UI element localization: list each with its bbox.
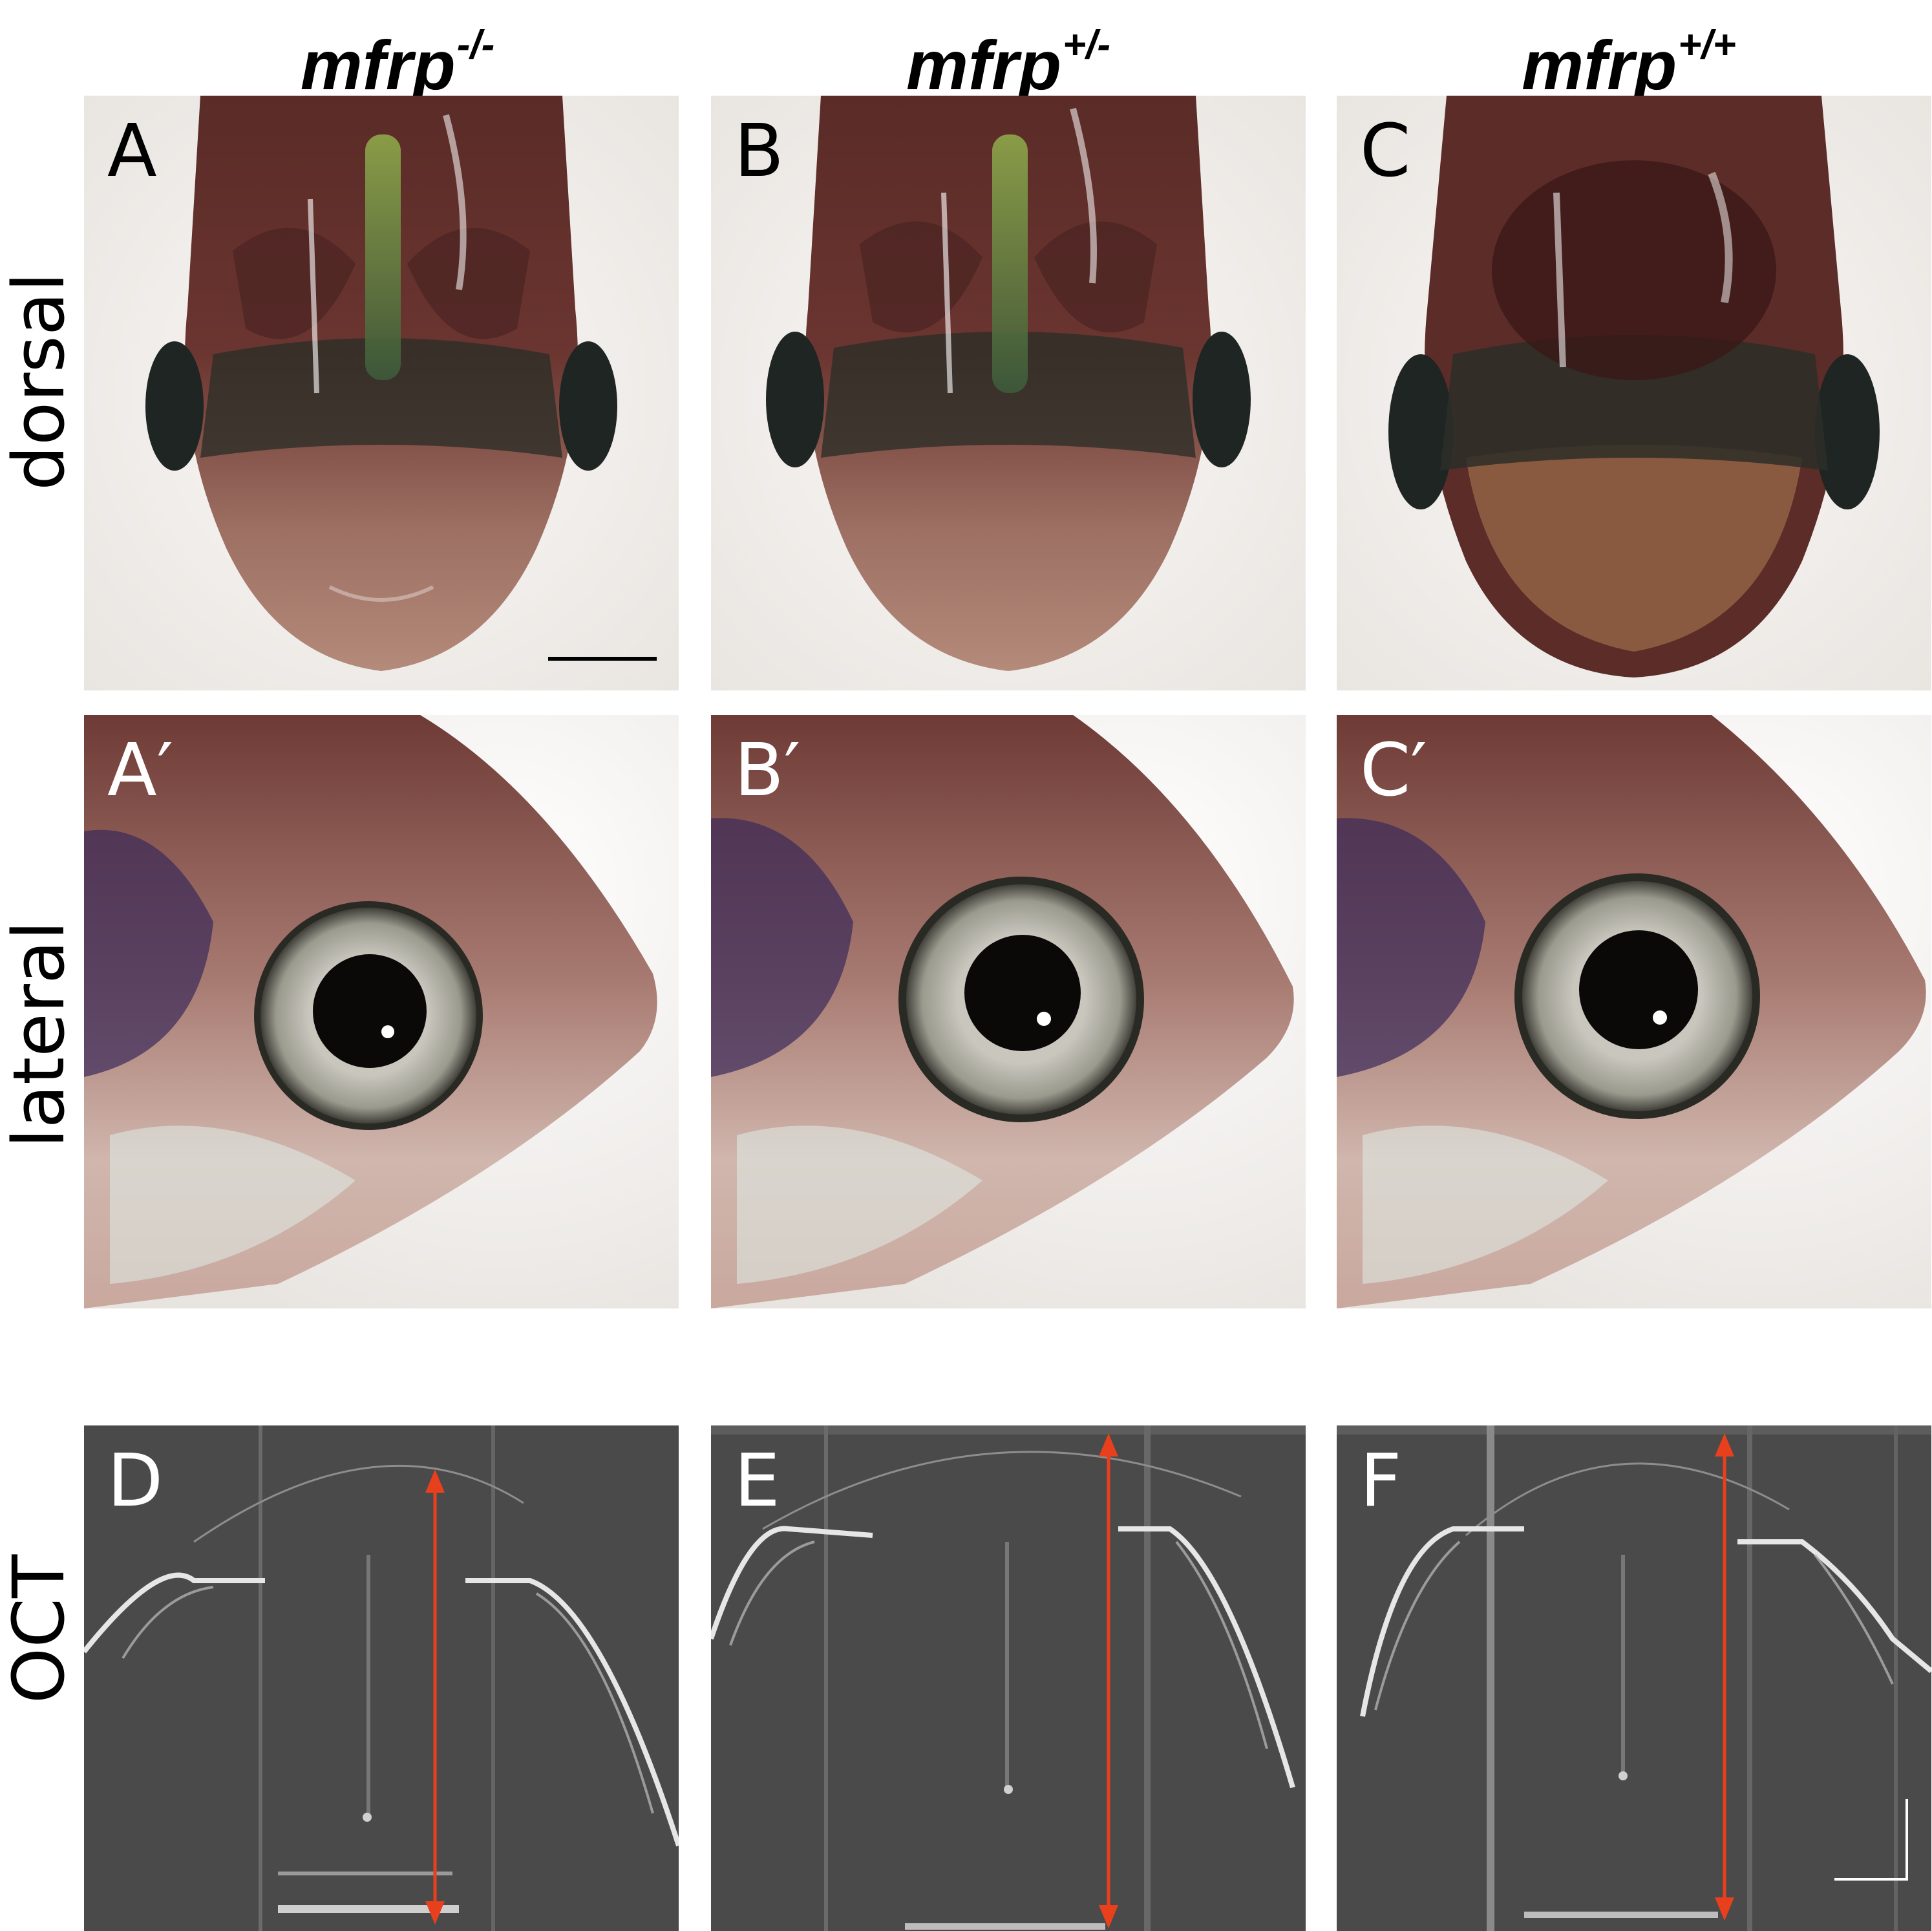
fish-head-lateral-image — [1337, 715, 1931, 1308]
oct-scan-image — [711, 1425, 1306, 1931]
oct-scan-image — [1337, 1425, 1931, 1931]
lateral-panel-c-prime: C′ — [1337, 715, 1931, 1308]
row-label-dorsal: dorsal — [0, 272, 80, 491]
fish-head-dorsal-image — [1337, 96, 1931, 690]
scale-bar — [1834, 1799, 1908, 1881]
panel-label: B — [734, 109, 784, 193]
oct-panel-d: D — [84, 1425, 679, 1931]
panel-label: F — [1360, 1439, 1402, 1523]
dorsal-panel-b: B — [711, 96, 1306, 690]
oct-panel-e: E — [711, 1425, 1306, 1931]
panel-label: C — [1360, 109, 1411, 193]
panel-label: D — [107, 1439, 164, 1523]
genotype: +/+ — [1678, 23, 1736, 67]
dorsal-panel-c: C — [1337, 96, 1931, 690]
genotype: -/- — [456, 23, 495, 67]
oct-scan-image — [84, 1425, 679, 1931]
genotype: +/- — [1062, 23, 1111, 67]
oct-panel-f: F — [1337, 1425, 1931, 1931]
gene-name: mfrp — [300, 26, 456, 104]
fish-head-dorsal-image — [84, 96, 679, 690]
panel-label: E — [734, 1439, 780, 1523]
panel-label: C′ — [1360, 729, 1427, 813]
fish-head-dorsal-image — [711, 96, 1306, 690]
gene-name: mfrp — [1522, 26, 1677, 104]
gene-name: mfrp — [906, 26, 1061, 104]
fish-head-lateral-image — [711, 715, 1306, 1308]
panel-label: B′ — [734, 729, 801, 813]
column-header-homozygous: mfrp-/- — [100, 0, 695, 104]
lateral-panel-a-prime: A′ — [84, 715, 679, 1308]
row-label-oct: OCT — [0, 1554, 80, 1704]
panel-label: A′ — [107, 729, 174, 813]
panel-label: A — [107, 109, 157, 193]
column-header-heterozygous: mfrp+/- — [711, 0, 1306, 104]
dorsal-panel-a: A — [84, 96, 679, 690]
lateral-panel-b-prime: B′ — [711, 715, 1306, 1308]
column-header-wildtype: mfrp+/+ — [1332, 0, 1926, 104]
fish-head-lateral-image — [84, 715, 679, 1308]
row-label-lateral: lateral — [0, 921, 80, 1148]
scale-bar — [548, 657, 657, 661]
